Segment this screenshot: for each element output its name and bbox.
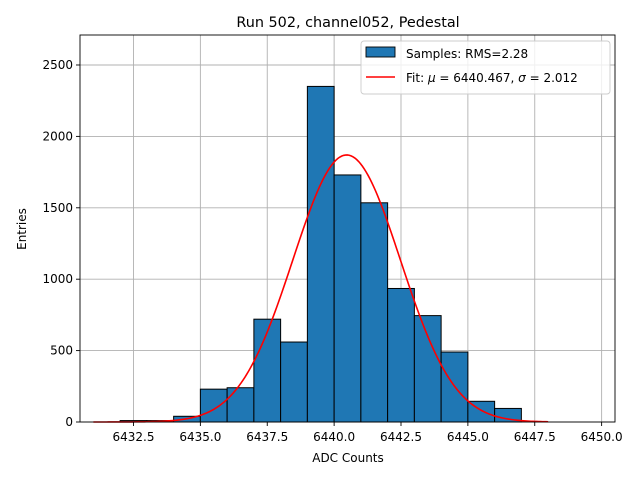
legend-fit-prefix: Fit: bbox=[406, 71, 428, 85]
histogram-bar bbox=[226, 387, 255, 423]
histogram-bar bbox=[253, 318, 282, 423]
legend-fit-mu: μ bbox=[427, 71, 436, 85]
fit-curve bbox=[93, 154, 549, 423]
y-tick-label: 0 bbox=[65, 415, 73, 429]
histogram-bar bbox=[360, 202, 389, 423]
legend-box bbox=[360, 40, 611, 95]
y-tick-label: 500 bbox=[50, 344, 73, 358]
x-tick-label: 6440.0 bbox=[313, 430, 355, 444]
legend: Samples: RMS=2.28 Fit: μ = 6440.467, σ =… bbox=[360, 40, 611, 95]
x-tick-label: 6445.0 bbox=[447, 430, 489, 444]
legend-fit-mid: = 6440.467, bbox=[436, 71, 519, 85]
y-tick-label: 1000 bbox=[42, 272, 73, 286]
y-tick-label: 2500 bbox=[42, 58, 73, 72]
x-tick-label: 6450.0 bbox=[581, 430, 623, 444]
x-tick-label: 6447.5 bbox=[514, 430, 556, 444]
plot-frame bbox=[79, 34, 616, 423]
histogram-bar bbox=[280, 341, 308, 423]
histogram-bar bbox=[199, 388, 228, 423]
x-axis-ticks: 6432.5 6435.0 6437.5 6440.0 6442.5 6445.0 6447… bbox=[113, 422, 623, 444]
legend-swatch-samples bbox=[365, 46, 396, 58]
histogram-bar bbox=[333, 174, 362, 423]
x-tick-label: 6435.0 bbox=[179, 430, 221, 444]
x-axis-label: ADC Counts bbox=[312, 451, 384, 465]
chart-title: Run 502, channel052, Pedestal bbox=[236, 15, 459, 31]
y-axis-label: Entries bbox=[15, 208, 29, 250]
legend-label-samples: Samples: RMS=2.28 bbox=[406, 47, 528, 61]
x-tick-label: 6437.5 bbox=[246, 430, 288, 444]
legend-fit-sigma: σ bbox=[518, 71, 526, 85]
legend-label-fit: Fit: μ = 6440.467, σ = 2.012 bbox=[406, 71, 578, 85]
x-tick-label: 6432.5 bbox=[113, 430, 155, 444]
x-tick-label: 6442.5 bbox=[380, 430, 422, 444]
y-tick-label: 2000 bbox=[42, 129, 73, 143]
histogram-bar bbox=[387, 287, 415, 423]
histogram-bar bbox=[306, 85, 335, 423]
legend-fit-suffix: = 2.012 bbox=[526, 71, 578, 85]
histogram-bar bbox=[413, 315, 442, 423]
y-tick-label: 1500 bbox=[42, 201, 73, 215]
y-axis-ticks: 0 500 1000 1500 2000 2500 bbox=[42, 58, 80, 429]
